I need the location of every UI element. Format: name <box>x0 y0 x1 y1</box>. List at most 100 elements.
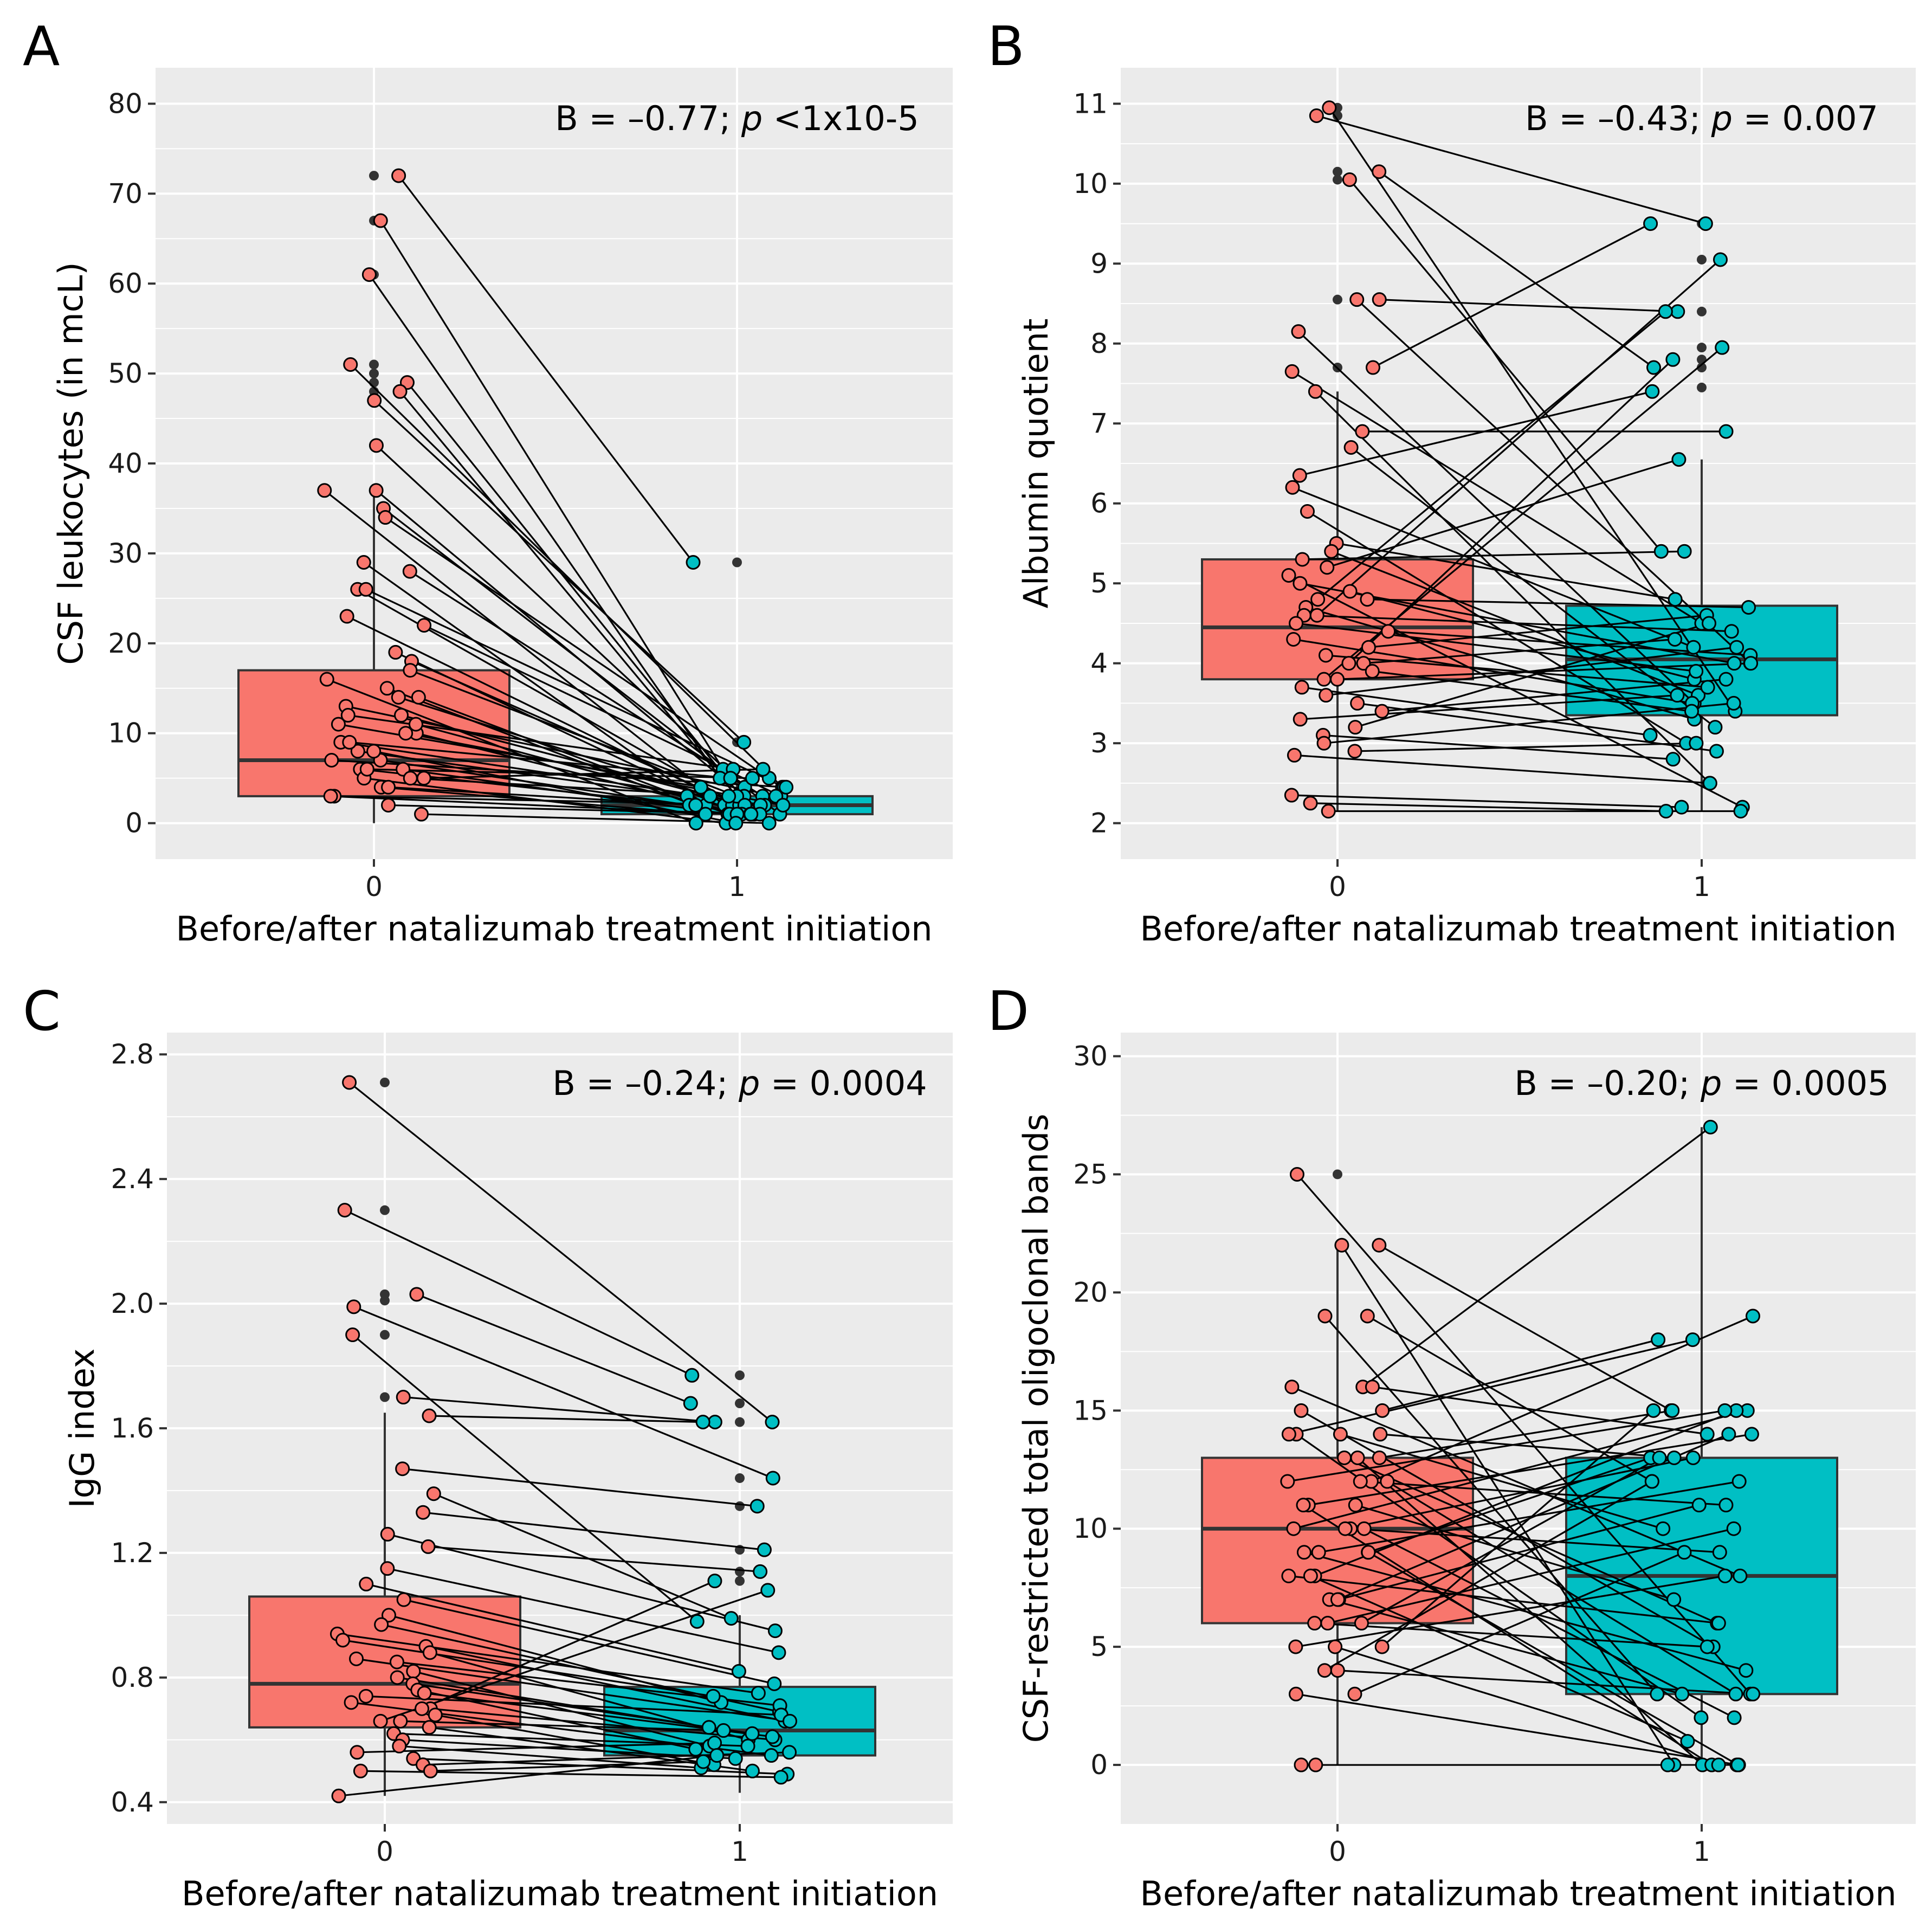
point-before <box>342 1075 357 1090</box>
y-tick-label: 70 <box>108 178 143 209</box>
point-before <box>337 1203 352 1218</box>
point-before <box>1342 172 1357 187</box>
pair-line <box>1378 171 1655 369</box>
point-after <box>1743 656 1759 671</box>
point-after <box>1724 624 1739 639</box>
outlier-point <box>1333 175 1342 185</box>
point-after <box>1666 1592 1682 1607</box>
point-before <box>390 1670 405 1685</box>
pair-line <box>1368 1551 1739 1766</box>
point-before <box>1372 292 1387 307</box>
point-before <box>403 771 418 786</box>
point-after <box>761 816 777 831</box>
panel-letter: D <box>987 979 1029 1043</box>
point-after <box>701 1720 716 1735</box>
stats-annotation-coef: B = –0.43; <box>1525 99 1711 138</box>
point-after <box>1665 352 1681 367</box>
point-after <box>1727 1710 1742 1725</box>
point-before <box>392 1738 407 1754</box>
point-before <box>1296 1498 1311 1513</box>
point-after <box>1653 544 1669 559</box>
point-before <box>366 744 382 759</box>
pair-line <box>1357 1457 1703 1766</box>
point-after <box>1731 1474 1747 1489</box>
point-after <box>684 1368 700 1383</box>
point-after <box>1677 544 1692 559</box>
point-before <box>393 1713 408 1729</box>
point-after <box>1691 1498 1707 1513</box>
y-tick-label: 2.8 <box>111 1039 154 1070</box>
pair-line <box>1379 1409 1672 1459</box>
y-tick-label: 1.2 <box>111 1537 154 1569</box>
point-after <box>765 1471 780 1486</box>
pair-line <box>350 364 783 788</box>
pair-line <box>1327 1527 1734 1625</box>
point-after <box>745 1726 760 1741</box>
y-tick-label: 80 <box>108 88 143 119</box>
point-before <box>1285 480 1300 495</box>
point-before <box>1292 468 1307 483</box>
point-after <box>1733 1568 1748 1583</box>
point-before <box>1342 584 1358 599</box>
pair-line <box>1386 1480 1736 1695</box>
point-before <box>1372 1237 1387 1253</box>
point-after <box>1698 216 1713 231</box>
point-before <box>1294 1403 1309 1418</box>
pair-line <box>1310 1575 1688 1742</box>
point-before <box>396 1390 411 1405</box>
y-tick-label: 2 <box>1090 808 1108 839</box>
x-axis-title: Before/after natalizumab treatment initi… <box>182 1874 938 1913</box>
point-before <box>423 1763 438 1778</box>
point-before <box>1309 108 1324 123</box>
point-before <box>403 663 418 678</box>
pair-line <box>376 444 746 788</box>
stats-annotation-p: p <box>1711 99 1733 138</box>
point-before <box>359 762 374 777</box>
y-tick-label: 4 <box>1090 648 1108 679</box>
point-before <box>408 717 423 732</box>
pair-line <box>1372 1386 1708 1435</box>
pair-line <box>1368 614 1707 648</box>
point-after <box>764 1748 779 1763</box>
outlier-point <box>1697 306 1707 317</box>
y-tick-label: 5 <box>1090 568 1108 599</box>
point-before <box>1286 631 1301 647</box>
point-before <box>317 483 332 498</box>
pair-line <box>1304 614 1732 633</box>
point-after <box>1701 616 1716 631</box>
point-after <box>1668 631 1683 647</box>
panel-d: 0 5 10 15 20 25 30 0 1 B = –0.20; p = 0.0005 Befor… <box>987 979 1916 1913</box>
point-after <box>1656 1521 1671 1536</box>
point-after <box>723 771 738 786</box>
outlier-point <box>1697 343 1707 353</box>
x-tick-label: 0 <box>1329 871 1346 903</box>
pair-line <box>1363 638 1675 665</box>
point-before <box>414 807 429 822</box>
point-before <box>367 393 382 408</box>
pair-line <box>1294 754 1710 784</box>
outlier-point <box>1333 294 1342 305</box>
point-after <box>688 816 703 831</box>
y-tick-label: 0 <box>125 808 143 839</box>
point-after <box>1685 1332 1700 1348</box>
point-before <box>422 1408 437 1423</box>
point-before <box>340 708 356 723</box>
stats-annotation-p: p <box>1700 1063 1722 1103</box>
point-before <box>415 1701 430 1716</box>
point-before <box>331 717 346 732</box>
point-before <box>428 1707 443 1723</box>
outlier-point <box>369 369 379 379</box>
point-after <box>1665 1403 1680 1418</box>
point-before <box>388 644 403 660</box>
point-after <box>686 555 701 570</box>
point-before <box>1341 656 1356 671</box>
point-after <box>688 1742 703 1757</box>
point-before <box>422 1645 437 1660</box>
y-tick-label: 3 <box>1090 727 1108 759</box>
pair-line <box>424 768 763 779</box>
point-before <box>1350 695 1365 711</box>
pair-line <box>1306 606 1695 720</box>
point-after <box>1741 599 1756 615</box>
pair-line <box>1310 802 1666 813</box>
